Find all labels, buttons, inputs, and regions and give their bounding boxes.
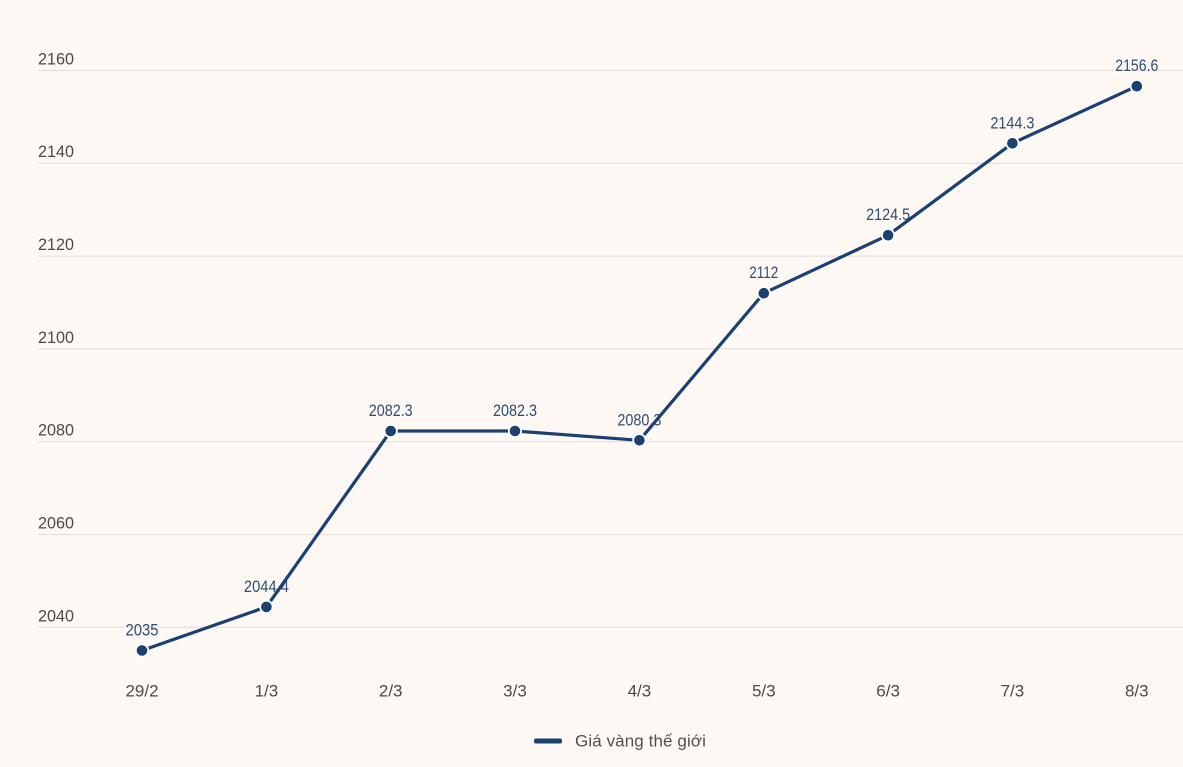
svg-text:2100: 2100 xyxy=(38,329,74,347)
svg-text:1/3: 1/3 xyxy=(255,681,279,700)
svg-text:7/3: 7/3 xyxy=(1001,681,1025,700)
svg-text:6/3: 6/3 xyxy=(876,681,900,700)
svg-text:2112: 2112 xyxy=(749,264,778,282)
svg-text:2120: 2120 xyxy=(38,236,74,254)
svg-text:29/2: 29/2 xyxy=(125,681,158,700)
svg-text:2124.5: 2124.5 xyxy=(866,206,910,224)
svg-text:2082.3: 2082.3 xyxy=(493,402,537,420)
svg-text:2060: 2060 xyxy=(38,515,74,533)
svg-text:2080: 2080 xyxy=(38,422,74,440)
svg-text:2156.6: 2156.6 xyxy=(1115,57,1158,75)
svg-text:3/3: 3/3 xyxy=(503,681,527,700)
svg-text:2160: 2160 xyxy=(38,50,74,68)
svg-text:2080.3: 2080.3 xyxy=(617,411,661,429)
svg-text:2144.3: 2144.3 xyxy=(990,114,1034,132)
svg-text:2140: 2140 xyxy=(38,143,74,161)
svg-text:2035: 2035 xyxy=(126,622,159,640)
svg-text:2/3: 2/3 xyxy=(379,681,403,700)
svg-text:4/3: 4/3 xyxy=(628,681,652,700)
svg-text:Giá vàng thế giới: Giá vàng thế giới xyxy=(575,732,706,751)
svg-text:2082.3: 2082.3 xyxy=(369,402,413,420)
svg-text:5/3: 5/3 xyxy=(752,681,776,700)
svg-text:8/3: 8/3 xyxy=(1125,681,1149,700)
svg-text:2040: 2040 xyxy=(38,607,74,625)
